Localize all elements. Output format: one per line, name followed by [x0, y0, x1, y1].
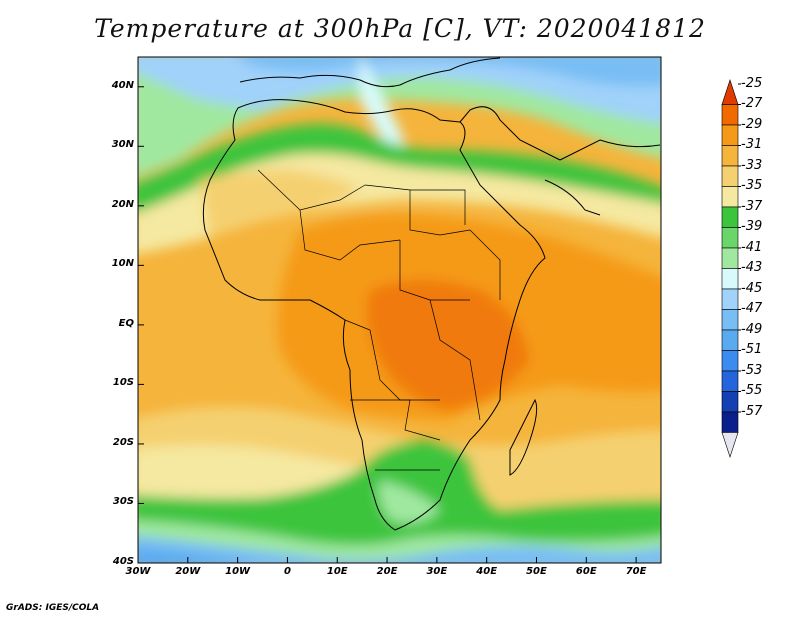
colorbar-swatch	[721, 329, 739, 351]
lon-tick-label: 10W	[225, 566, 251, 577]
colorbar-label: -27	[741, 96, 763, 111]
colorbar	[721, 79, 741, 458]
colorbar-swatch	[721, 206, 739, 228]
lon-tick-label: 70E	[625, 566, 647, 577]
coastlines	[202, 57, 661, 531]
colorbar-swatch	[721, 350, 739, 372]
lat-tick-label: 10S	[112, 377, 134, 389]
colorbar-swatch	[721, 165, 739, 187]
lat-tick-label: 20N	[111, 198, 134, 210]
colorbar-top-triangle	[721, 79, 739, 105]
colorbar-label: -33	[741, 157, 763, 173]
lat-tick-label: EQ	[118, 317, 134, 329]
colorbar-swatch	[721, 227, 739, 249]
lon-tick-label: 20E	[376, 566, 398, 577]
colorbar-swatch	[721, 247, 739, 269]
colorbar-label: -41	[741, 239, 763, 255]
colorbar-label: -55	[741, 383, 763, 398]
lon-tick-label: 30E	[426, 566, 448, 577]
colorbar-label: -57	[741, 403, 763, 419]
colorbar-bottom-triangle	[721, 432, 739, 458]
lat-tick-label: 40N	[111, 79, 134, 91]
lon-tick-label: 40E	[476, 566, 498, 577]
lat-tick-label: 30N	[111, 139, 134, 151]
footer-credit: GrADS: IGES/COLA	[6, 603, 100, 613]
colorbar-swatch	[721, 124, 739, 146]
colorbar-label: -51	[741, 342, 763, 357]
lat-tick-label: 30S	[112, 496, 134, 508]
colorbar-label: -49	[741, 321, 763, 337]
lon-tick-label: 30W	[125, 566, 151, 577]
lon-tick-label: 0	[283, 566, 291, 577]
colorbar-label: -39	[741, 219, 763, 234]
colorbar-label: -47	[741, 301, 763, 316]
colorbar-swatch	[721, 411, 739, 433]
lon-tick-label: 50E	[526, 566, 547, 577]
colorbar-label: -29	[741, 116, 763, 132]
lon-tick-label: 20W	[175, 566, 201, 577]
lat-tick-label: 10N	[111, 258, 134, 270]
colorbar-swatch	[721, 288, 739, 310]
colorbar-label: -37	[741, 198, 763, 214]
colorbar-label: -31	[741, 137, 763, 152]
lon-tick-label: 60E	[575, 566, 597, 577]
colorbar-label: -43	[741, 260, 763, 275]
colorbar-swatch	[721, 104, 739, 126]
colorbar-label: -53	[741, 362, 763, 378]
colorbar-swatch	[721, 186, 739, 208]
axis-ticks	[137, 86, 637, 564]
lat-tick-label: 40S	[112, 556, 134, 567]
colorbar-label: -25	[741, 75, 763, 91]
colorbar-swatch	[721, 145, 739, 167]
colorbar-label: -45	[741, 280, 763, 296]
country-borders	[257, 169, 501, 471]
colorbar-swatch	[721, 370, 739, 392]
colorbar-swatch	[721, 268, 739, 290]
page-title: Temperature at 300hPa [C], VT: 202004181…	[94, 14, 706, 43]
lat-tick-label: 20S	[112, 436, 134, 448]
temperature-field	[138, 57, 661, 563]
colorbar-label: -35	[741, 178, 763, 193]
lon-tick-label: 10E	[326, 566, 348, 577]
colorbar-swatch	[721, 309, 739, 331]
colorbar-swatch	[721, 391, 739, 413]
